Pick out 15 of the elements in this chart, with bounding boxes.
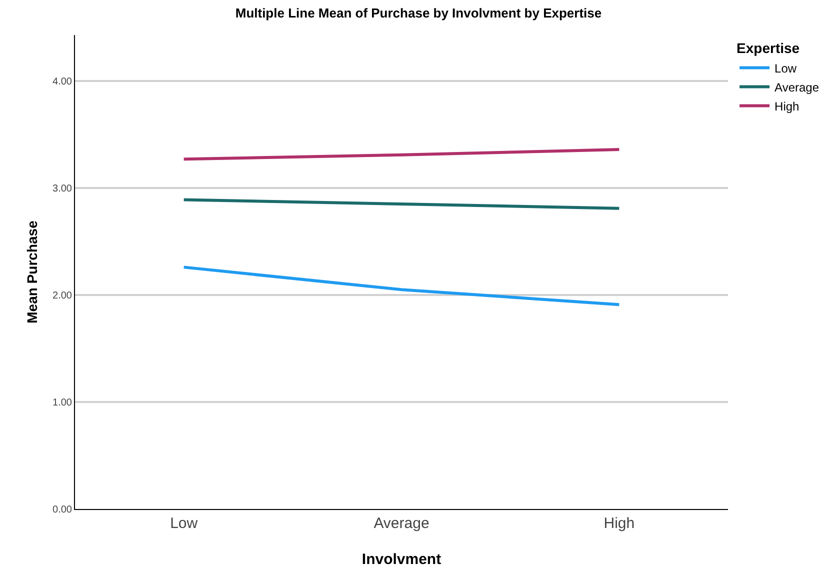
legend-label: Low — [774, 61, 797, 76]
y-tick-label: 3.00 — [52, 184, 72, 195]
x-tick-label: Average — [374, 515, 430, 532]
x-tick-label: Low — [170, 515, 198, 532]
x-tick-label: High — [604, 515, 635, 532]
x-axis-title: Involvment — [362, 551, 442, 568]
y-tick-label: 2.00 — [52, 290, 72, 302]
legend-title: Expertise — [736, 40, 800, 56]
legend-label: High — [774, 99, 800, 114]
y-tick-label: 0.00 — [52, 504, 72, 516]
legend-label: Average — [774, 80, 820, 94]
y-tick-label: 4.00 — [52, 76, 72, 88]
chart-title: Multiple Line Mean of Purchase by Involvment by Expertise — [235, 6, 602, 21]
y-tick-label: 1.00 — [52, 398, 72, 408]
y-axis-title: Mean Purchase — [24, 220, 40, 324]
